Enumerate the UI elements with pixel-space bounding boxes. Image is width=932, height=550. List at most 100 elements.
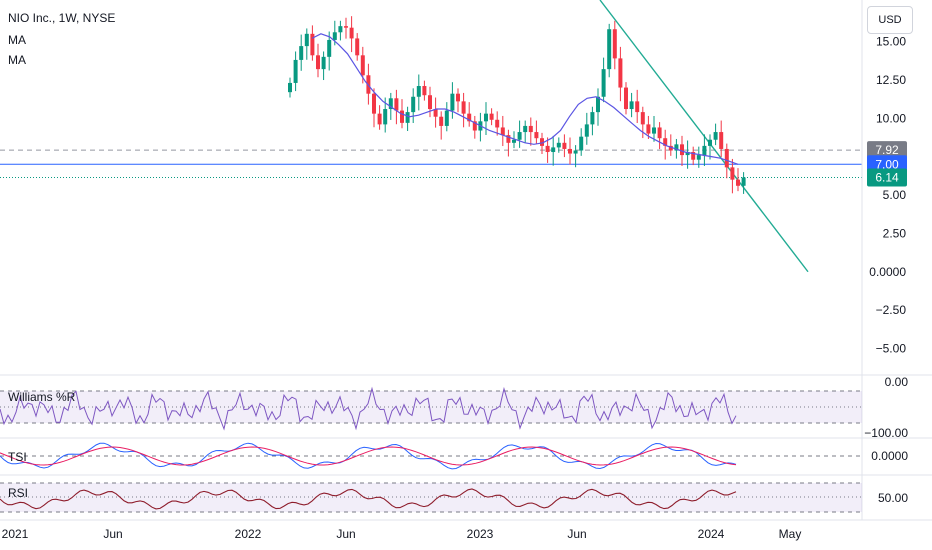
candle-body <box>556 142 561 148</box>
candle-body <box>741 177 746 186</box>
candle-body <box>730 167 735 180</box>
candle-body <box>506 135 511 143</box>
candle-body <box>472 121 477 131</box>
candle-body <box>635 101 640 113</box>
price-badge-label: 6.14 <box>875 171 899 185</box>
ma-line <box>311 33 739 165</box>
candle-body <box>310 33 315 56</box>
horizontal-lines <box>0 149 862 179</box>
candle-body <box>321 56 326 70</box>
tsi-signal-line <box>0 446 737 466</box>
candle-body <box>360 55 365 76</box>
candle-body <box>685 152 690 156</box>
candle-body <box>640 112 645 125</box>
candle-body <box>691 152 696 160</box>
candle-body <box>668 145 673 151</box>
currency-button[interactable]: USD <box>867 6 913 34</box>
price-badge-label: 7.00 <box>875 157 899 171</box>
candle-body <box>517 132 522 140</box>
price-tick-label: −2.50 <box>876 303 907 317</box>
indicator-tick-label: 0.00 <box>885 375 909 389</box>
candle-body <box>534 132 539 139</box>
candle-body <box>422 86 427 96</box>
candle-body <box>523 125 528 133</box>
time-tick-label: 2021 <box>2 527 29 541</box>
indicator-tick-label: 0.0000 <box>871 449 908 463</box>
candle-body <box>500 127 505 136</box>
price-tick-label: 0.0000 <box>869 265 906 279</box>
candle-body <box>388 98 393 110</box>
candle-body <box>355 38 360 56</box>
candle-body <box>612 29 617 59</box>
candle-body <box>663 138 668 146</box>
candle-body <box>489 113 494 120</box>
candle-body <box>512 139 516 143</box>
price-badge-label: 7.92 <box>875 143 899 157</box>
candle-body <box>702 145 707 156</box>
candle-body <box>652 127 656 134</box>
ma-legend-1[interactable]: MA <box>8 33 26 47</box>
candle-body <box>349 27 354 39</box>
candle-body <box>719 132 724 149</box>
candlestick-series <box>288 16 746 194</box>
rsi-label[interactable]: RSI <box>8 486 29 500</box>
time-tick-label: Jun <box>336 527 355 541</box>
time-axis[interactable]: 2021 Jun 2022 Jun 2023 Jun 2024 May <box>2 527 802 541</box>
candle-body <box>674 144 679 151</box>
candle-body <box>293 59 298 83</box>
candle-body <box>327 39 332 57</box>
williams-r-line <box>0 386 737 431</box>
price-axis[interactable]: 15.00 12.50 10.00 5.00 2.50 0.0000 −2.50 −5.00 7… <box>864 35 908 506</box>
candle-body <box>607 29 612 70</box>
price-tick-label: 2.50 <box>883 226 907 240</box>
candle-body <box>304 33 309 47</box>
price-tick-label: 5.00 <box>883 188 907 202</box>
candle-body <box>461 101 466 114</box>
candle-body <box>724 148 729 168</box>
candle-body <box>484 113 488 122</box>
candle-body <box>316 55 320 70</box>
candle-body <box>456 93 460 102</box>
candle-body <box>736 179 740 186</box>
candle-body <box>568 148 572 154</box>
tsi-label[interactable]: TSI <box>8 450 27 464</box>
candle-body <box>394 98 399 111</box>
candle-body <box>288 82 292 93</box>
williams-r-label[interactable]: Williams %R <box>8 390 76 404</box>
candle-body <box>680 144 684 156</box>
candle-body <box>657 127 662 139</box>
symbol-title[interactable]: NIO Inc., 1W, NYSE <box>8 11 116 25</box>
candle-body <box>590 112 595 125</box>
indicator-tick-label: −100.00 <box>864 426 908 440</box>
candle-body <box>411 96 416 113</box>
candle-body <box>579 136 584 151</box>
candle-body <box>416 86 421 97</box>
candle-body <box>428 95 432 110</box>
time-tick-label: Jun <box>567 527 586 541</box>
price-badge <box>867 141 907 160</box>
candle-body <box>540 138 544 146</box>
candle-body <box>713 132 718 140</box>
candle-body <box>624 87 628 110</box>
candle-body <box>696 155 701 160</box>
candle-body <box>338 26 343 33</box>
candle-body <box>344 26 348 28</box>
ma-legend-2[interactable]: MA <box>8 53 26 67</box>
candle-body <box>439 116 444 126</box>
candle-body <box>495 119 500 128</box>
price-tick-label: −5.00 <box>876 342 907 356</box>
candle-body <box>400 110 404 123</box>
time-tick-label: 2024 <box>698 527 725 541</box>
candle-body <box>383 109 388 125</box>
indicator-tick-label: 50.00 <box>878 491 908 505</box>
candle-body <box>372 93 376 114</box>
price-badge <box>867 168 907 187</box>
tsi-line <box>0 442 737 470</box>
time-tick-label: 2023 <box>467 527 494 541</box>
price-tick-label: 10.00 <box>876 111 906 125</box>
candle-body <box>708 139 712 146</box>
candle-body <box>629 101 634 110</box>
candle-body <box>444 110 449 126</box>
candle-body <box>377 113 382 125</box>
